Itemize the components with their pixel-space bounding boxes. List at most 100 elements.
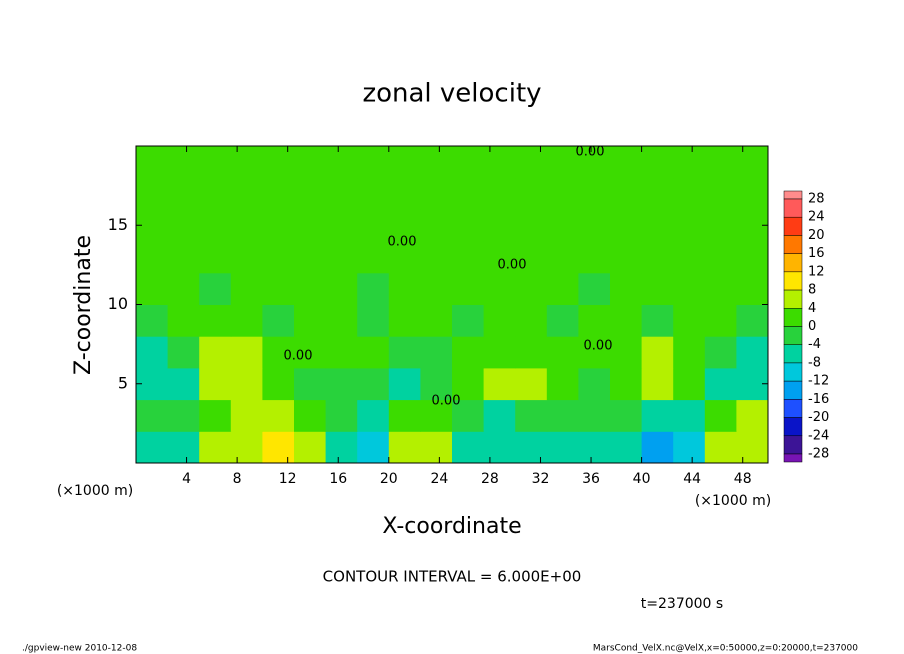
- field-cell: [641, 399, 674, 432]
- field-cell: [199, 209, 232, 242]
- field-cell: [262, 209, 295, 242]
- x-axis-label: X-coordinate: [382, 514, 521, 539]
- field-cell: [736, 304, 769, 337]
- field-cell: [136, 304, 169, 337]
- field-cell: [357, 304, 390, 337]
- field-cell: [673, 241, 706, 274]
- field-cell: [357, 431, 390, 464]
- field-cell: [388, 272, 421, 305]
- field-cell: [388, 431, 421, 464]
- field-cell: [294, 431, 327, 464]
- field-cell: [546, 241, 579, 274]
- field-cell: [136, 177, 169, 210]
- field-cell: [641, 272, 674, 305]
- field-cell: [673, 177, 706, 210]
- field-cell: [167, 209, 200, 242]
- field-cell: [199, 146, 232, 179]
- field-cell: [262, 304, 295, 337]
- field-cell: [578, 241, 611, 274]
- field-cell: [483, 177, 516, 210]
- y-axis-label: Z-coordinate: [71, 235, 96, 375]
- x-tick-label: 44: [683, 471, 701, 487]
- field-cell: [546, 336, 579, 369]
- colorbar-band: [783, 271, 803, 291]
- field-cell: [199, 177, 232, 210]
- field-cell: [136, 272, 169, 305]
- colorbar-band: [783, 190, 803, 200]
- field-cell: [167, 336, 200, 369]
- field-cell: [546, 399, 579, 432]
- field-cell: [230, 399, 263, 432]
- field-cell: [388, 209, 421, 242]
- field-cell: [578, 367, 611, 401]
- field-cell: [199, 241, 232, 274]
- field-cell: [515, 336, 548, 369]
- field-cell: [325, 272, 358, 305]
- field-cell: [262, 399, 295, 432]
- field-cell: [420, 177, 453, 210]
- field-cell: [136, 336, 169, 369]
- field-cell: [420, 399, 453, 432]
- field-cell: [388, 146, 421, 179]
- field-cell: [673, 336, 706, 369]
- field-cell: [641, 367, 674, 401]
- field-cell: [357, 241, 390, 274]
- footer: ./gpview-new 2010-12-08: [22, 644, 137, 654]
- field-cell: [704, 336, 737, 369]
- colorbar-label: -24: [808, 428, 829, 443]
- field-cell: [452, 209, 485, 242]
- x-unit-label: (×1000 m): [57, 483, 133, 499]
- field-cell: [357, 177, 390, 210]
- field-cell: [515, 209, 548, 242]
- field-cell: [483, 304, 516, 337]
- field-cell: [325, 399, 358, 432]
- colorbar-label: 16: [808, 246, 825, 261]
- colorbar-label: -20: [808, 410, 829, 425]
- field-cell: [230, 272, 263, 305]
- field-cell: [294, 336, 327, 369]
- colorbar-label: 4: [808, 301, 816, 316]
- colorbar-band: [783, 344, 803, 364]
- contour-label: 0.00: [576, 145, 605, 160]
- field-cell: [420, 146, 453, 179]
- field-cell: [578, 272, 611, 305]
- field-cell: [325, 146, 358, 179]
- field-cell: [704, 241, 737, 274]
- colorbar-label: -16: [808, 392, 829, 407]
- x-tick-label: 16: [329, 471, 347, 487]
- field-cell: [452, 177, 485, 210]
- x-tick-label: 32: [532, 471, 550, 487]
- field-cell: [546, 209, 579, 242]
- field-cell: [167, 241, 200, 274]
- field-cell: [704, 272, 737, 305]
- field-cell: [641, 431, 674, 464]
- field-cell: [388, 336, 421, 369]
- contour-label: 0.00: [388, 235, 417, 250]
- field-cell: [641, 304, 674, 337]
- field-cell: [388, 367, 421, 401]
- field-cell: [641, 336, 674, 369]
- y-tick-label: 15: [108, 215, 128, 234]
- field-cell: [294, 177, 327, 210]
- field-cell: [736, 431, 769, 464]
- contour-label: 0.00: [284, 349, 313, 364]
- x-tick-label: 48: [734, 471, 752, 487]
- field-cell: [325, 177, 358, 210]
- field-cell: [136, 431, 169, 464]
- field-cell: [483, 146, 516, 179]
- field-cell: [673, 209, 706, 242]
- colorbar-label: 0: [808, 319, 816, 334]
- field-cell: [199, 399, 232, 432]
- field-cell: [262, 272, 295, 305]
- colorbar-band: [783, 362, 803, 382]
- field-cell: [610, 209, 643, 242]
- field-cell: [610, 304, 643, 337]
- field-cell: [420, 431, 453, 464]
- field-cell: [357, 399, 390, 432]
- field-cell: [546, 177, 579, 210]
- field-cell: [546, 272, 579, 305]
- colorbar-band: [783, 453, 803, 463]
- field-cell: [578, 431, 611, 464]
- field-cell: [325, 336, 358, 369]
